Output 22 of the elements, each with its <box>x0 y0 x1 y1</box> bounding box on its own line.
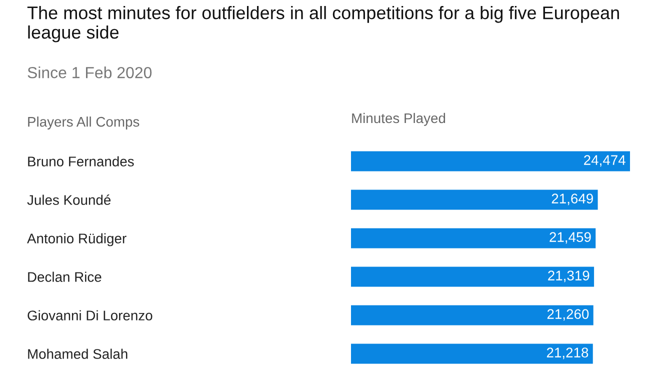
data-label: 21,319 <box>548 270 590 282</box>
data-label: 21,218 <box>546 348 588 360</box>
chart-title: The most minutes for outfielders in all competitions for a big five European league side <box>27 6 619 42</box>
y-tick-label: Jules Koundé <box>27 194 111 205</box>
text: Since 1 Feb 2020 <box>28 66 152 78</box>
bar <box>351 344 593 364</box>
data-label: 24,474 <box>584 155 626 167</box>
data-label: 21,649 <box>552 194 593 206</box>
y-tick-label: Mohamed Salah <box>28 348 128 359</box>
bar <box>351 305 594 326</box>
data-label: 21,459 <box>550 232 591 244</box>
y-tick-label: Antonio Rüdiger <box>27 233 126 246</box>
data-label: 21,260 <box>547 309 589 321</box>
x-axis-title: Minutes Played <box>352 112 446 126</box>
y-tick-label: Bruno Fernandes <box>28 156 134 166</box>
bar <box>351 266 594 287</box>
bar <box>351 190 598 210</box>
bar <box>351 228 596 248</box>
y-tick-label: Giovanni Di Lorenzo <box>28 310 152 320</box>
y-tick-label: Declan Rice <box>28 272 102 282</box>
y-axis-title: Players All Comps <box>28 116 140 130</box>
bar <box>351 151 630 172</box>
